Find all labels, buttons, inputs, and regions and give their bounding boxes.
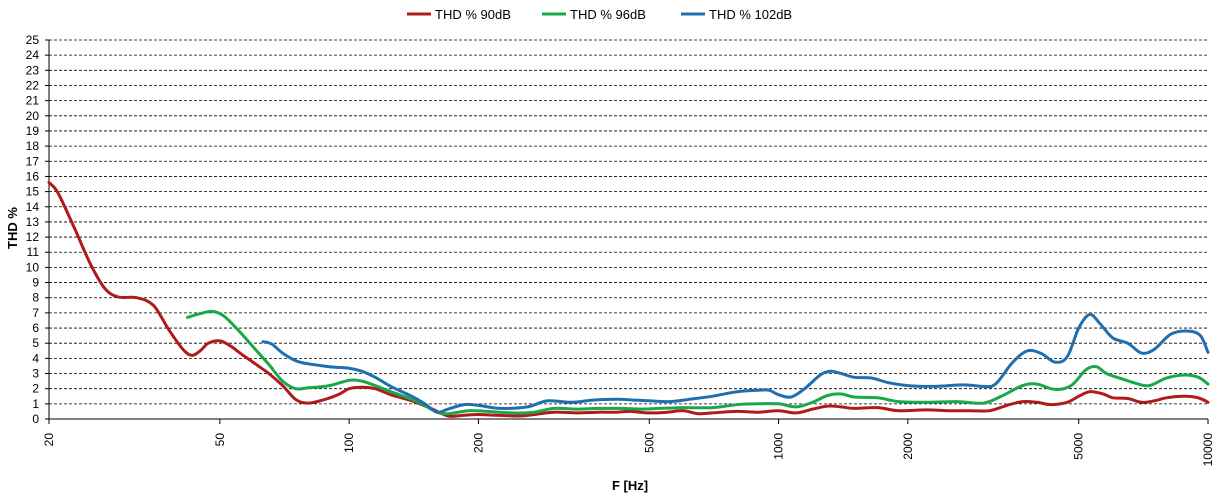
y-tick-label: 9 <box>32 276 39 290</box>
y-tick-label: 13 <box>26 215 40 229</box>
y-tick-label: 0 <box>32 412 39 426</box>
series-line-1 <box>47 181 1210 418</box>
y-tick-label: 15 <box>26 185 40 199</box>
y-tick-label: 6 <box>32 321 39 335</box>
legend-entry: THD % 90dB <box>435 7 511 22</box>
y-axis-title: THD % <box>5 207 20 249</box>
series-line-2 <box>185 309 1210 416</box>
legend-entry: THD % 96dB <box>570 7 646 22</box>
y-tick-label: 12 <box>26 230 40 244</box>
x-tick-label: 100 <box>342 433 356 453</box>
chart-legend: THD % 90dB THD % 96dB THD % 102dB <box>407 7 792 22</box>
x-tick-labels: 20 50 100 200 500 1000 2000 5000 10000 <box>42 419 1215 466</box>
y-tick-label: 22 <box>26 78 40 92</box>
series-line-3 <box>261 312 1210 414</box>
y-tick-labels: 0123456789101112131415161718192021222324… <box>26 33 49 426</box>
y-tick-label: 23 <box>26 63 40 77</box>
y-tick-label: 21 <box>26 94 40 108</box>
x-tick-label: 200 <box>471 433 485 453</box>
axes <box>48 40 1208 420</box>
y-tick-label: 11 <box>27 245 40 259</box>
x-axis-title: F [Hz] <box>612 478 648 493</box>
data-series <box>47 181 1210 418</box>
x-tick-label: 5000 <box>1072 433 1086 460</box>
y-tick-label: 3 <box>32 367 39 381</box>
y-tick-label: 7 <box>32 306 39 320</box>
y-tick-label: 8 <box>32 291 39 305</box>
legend-entry: THD % 102dB <box>709 7 792 22</box>
y-tick-label: 19 <box>26 124 40 138</box>
y-tick-label: 5 <box>32 336 39 350</box>
y-tick-label: 10 <box>26 260 40 274</box>
x-tick-label: 20 <box>42 433 56 447</box>
x-tick-label: 500 <box>642 433 656 453</box>
y-tick-label: 1 <box>32 397 39 411</box>
y-tick-label: 16 <box>26 169 40 183</box>
y-tick-label: 18 <box>26 139 40 153</box>
y-tick-label: 4 <box>32 351 39 365</box>
y-tick-label: 2 <box>32 382 39 396</box>
y-tick-label: 14 <box>26 200 40 214</box>
x-tick-label: 2000 <box>901 433 915 460</box>
x-tick-label: 10000 <box>1201 433 1215 467</box>
x-tick-label: 50 <box>213 433 227 447</box>
x-tick-label: 1000 <box>772 433 786 460</box>
y-tick-label: 24 <box>26 48 40 62</box>
y-tick-label: 20 <box>26 109 40 123</box>
y-tick-label: 17 <box>26 154 40 168</box>
y-tick-label: 25 <box>26 33 40 47</box>
gridlines <box>49 39 1208 405</box>
